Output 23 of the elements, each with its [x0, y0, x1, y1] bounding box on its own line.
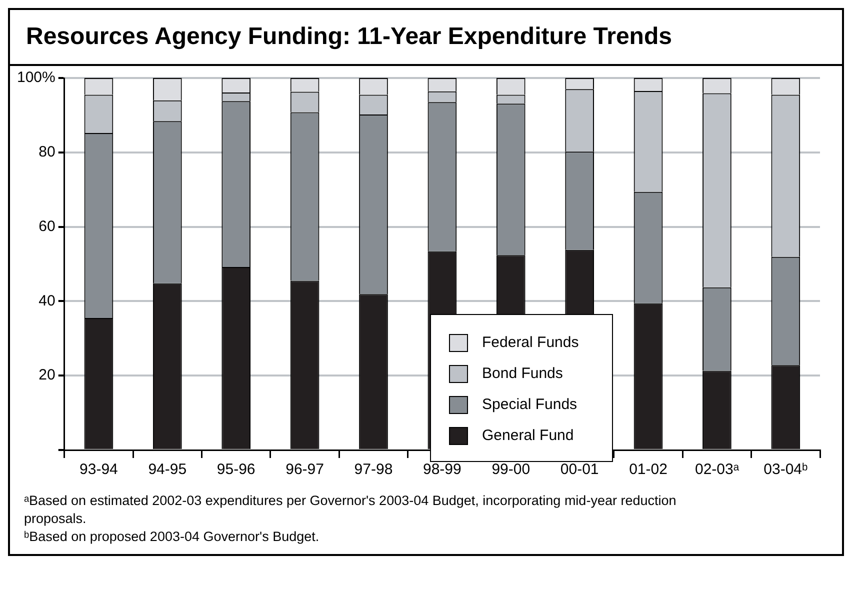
x-tick-label: 94-95 [148, 461, 187, 478]
legend-label: Special Funds [482, 396, 578, 413]
x-tick-label: 97-98 [354, 461, 393, 478]
x-tick-label: 01-02 [629, 461, 668, 478]
y-tick-label: 40 [38, 292, 56, 310]
x-tick-label: 96-97 [286, 461, 324, 478]
x-tick-label: 02-03ᵃ [694, 461, 740, 478]
y-tick-label: 100% [16, 69, 56, 86]
text: ᵇBased on proposed 2003-04 Governor's Budget. [24, 528, 320, 546]
x-tick-label: 99-00 [492, 461, 530, 478]
legend-label: Federal Funds [482, 334, 579, 351]
legend-label: Bond Funds [482, 365, 563, 382]
x-tick-label: 00-01 [560, 461, 599, 478]
y-tick-label: 60 [38, 218, 56, 235]
x-tick-label: 03-04ᵇ [764, 461, 808, 478]
text: ᵃBased on estimated 2002-03 expenditures per Governor's 2003-04 Budget, incorporating mid-year reduction proposals. [24, 492, 678, 528]
legend-label: General Fund [482, 427, 574, 444]
chart-title: Resources Agency Funding: 11-Year Expenditure Trends [26, 23, 672, 51]
x-tick-label: 98-99 [422, 461, 462, 478]
y-tick-label: 80 [38, 144, 56, 161]
x-tick-label: 93-94 [80, 461, 118, 478]
y-tick-label: 20 [38, 366, 56, 384]
x-tick-label: 95-96 [216, 461, 256, 478]
